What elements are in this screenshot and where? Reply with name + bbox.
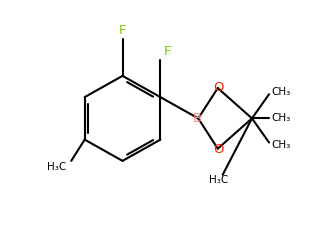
Text: F: F [119, 24, 126, 37]
Text: O: O [213, 143, 224, 156]
Text: CH₃: CH₃ [272, 113, 291, 123]
Text: B: B [193, 112, 202, 125]
Text: CH₃: CH₃ [272, 140, 291, 149]
Text: H₃C: H₃C [47, 163, 66, 172]
Text: CH₃: CH₃ [272, 87, 291, 97]
Text: H₃C: H₃C [209, 175, 229, 185]
Text: O: O [213, 81, 224, 94]
Text: F: F [164, 45, 172, 58]
